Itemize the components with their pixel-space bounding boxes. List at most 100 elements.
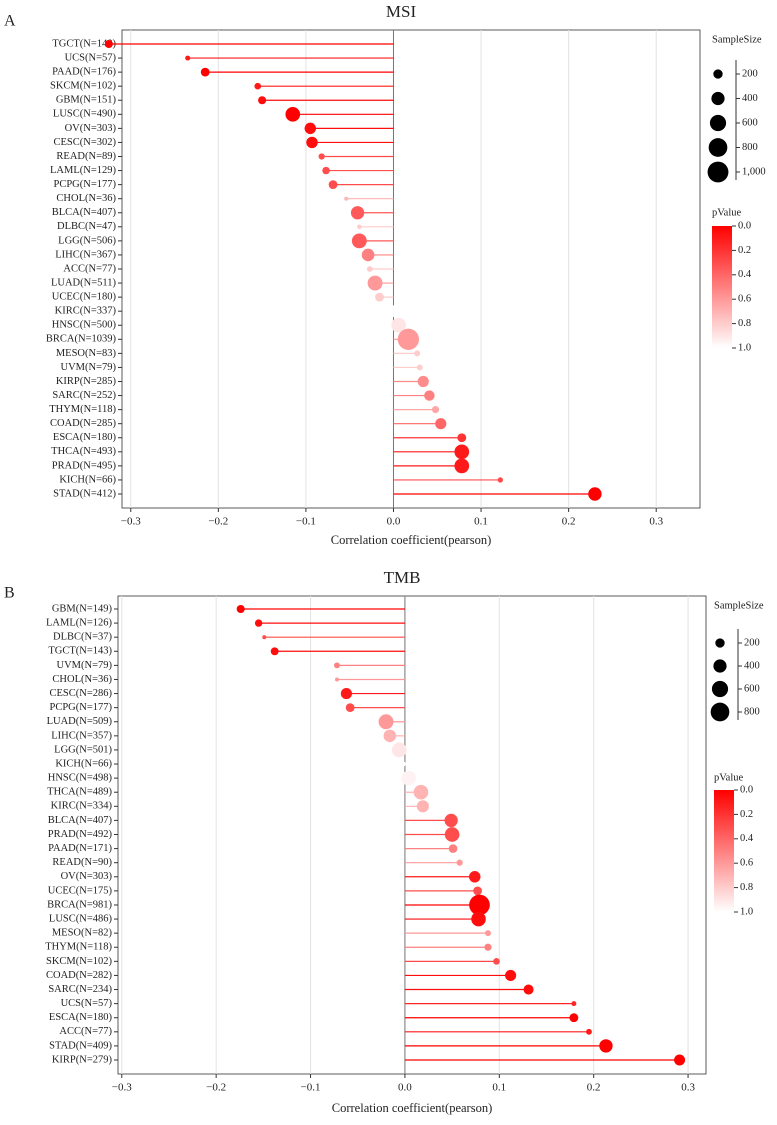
y-tick-label: KICH(N=66): [59, 474, 116, 485]
y-tick-label: UVM(N=79): [57, 660, 113, 671]
y-tick-label: PRAD(N=495): [52, 460, 117, 471]
y-tick-label: DLBC(N=47): [57, 221, 117, 232]
dot: [473, 886, 482, 896]
color-tick-label: 0.8: [740, 882, 753, 893]
y-tick-label: LUAD(N=509): [47, 716, 113, 727]
y-tick-label: OV(N=303): [61, 871, 113, 882]
dot: [469, 894, 490, 916]
dot: [367, 275, 383, 291]
y-tick-label: READ(N=90): [52, 857, 112, 868]
dot: [383, 729, 397, 743]
dot: [397, 328, 420, 350]
dot: [454, 458, 470, 474]
dot: [185, 55, 191, 61]
y-tick-label: KICH(N=66): [55, 758, 112, 769]
plot-frame: [121, 29, 701, 509]
size-legend-dot: [709, 114, 727, 132]
dot: [456, 859, 463, 866]
dot: [416, 364, 423, 371]
y-tick-label: COAD(N=285): [50, 418, 117, 429]
y-tick-label: THCA(N=489): [47, 787, 112, 798]
color-legend-title: pValue: [712, 207, 741, 218]
y-tick-label: UCS(N=57): [61, 998, 113, 1009]
y-tick-label: ACC(N=77): [63, 263, 116, 274]
size-legend-title: SampleSize: [712, 34, 762, 45]
dot: [424, 390, 435, 401]
y-tick-label: BLCA(N=407): [48, 815, 113, 826]
dot: [523, 984, 534, 995]
color-bar: [714, 790, 734, 912]
dot: [254, 619, 263, 627]
y-tick-label: SKCM(N=102): [46, 956, 113, 967]
color-tick-label: 0.4: [740, 833, 754, 844]
y-tick-label: LUSC(N=486): [49, 913, 113, 924]
size-legend-dot: [711, 91, 725, 106]
dot: [200, 67, 210, 77]
y-tick-label: HNSC(N=498): [48, 773, 113, 784]
dot: [345, 703, 355, 713]
y-tick-label: KIRP(N=285): [56, 376, 117, 387]
color-tick-label: 0.0: [738, 220, 751, 231]
size-legend-dot: [710, 702, 730, 722]
x-tick-label: 0.2: [562, 516, 576, 528]
y-tick-label: PAAD(N=176): [52, 67, 116, 78]
dot: [401, 770, 417, 786]
x-axis-label: Correlation coefficient(pearson): [332, 1101, 492, 1115]
dot: [318, 153, 325, 160]
dot: [270, 647, 279, 656]
dot: [391, 742, 407, 758]
dot: [599, 1039, 613, 1053]
y-tick-label: PCPG(N=177): [49, 702, 112, 713]
dot: [262, 635, 267, 640]
dot: [340, 687, 352, 700]
y-tick-label: UVM(N=79): [61, 362, 117, 373]
chart-title: TMB: [384, 568, 421, 587]
x-tick-label: 0.2: [587, 1082, 601, 1094]
y-tick-label: PCPG(N=177): [53, 179, 116, 190]
y-tick-label: PRAD(N=492): [48, 829, 113, 840]
dot: [497, 477, 504, 483]
color-tick-label: 0.2: [740, 809, 753, 820]
x-tick-label: −0.3: [112, 1082, 132, 1094]
dot: [586, 1028, 592, 1035]
y-tick-label: BRCA(N=981): [47, 899, 112, 910]
size-tick-label: 1,000: [742, 166, 766, 177]
dot: [357, 224, 362, 230]
color-legend-title: pValue: [714, 772, 743, 783]
size-tick-label: 600: [742, 117, 758, 128]
y-tick-label: GBM(N=149): [52, 603, 113, 614]
dot: [361, 248, 375, 262]
size-tick-label: 800: [742, 142, 758, 153]
size-legend-dot: [708, 138, 728, 157]
color-tick-label: 0.6: [738, 294, 751, 305]
color-bar: [712, 226, 732, 348]
size-legend-dot: [715, 638, 725, 648]
y-tick-label: THYM(N=118): [49, 404, 116, 415]
x-tick-label: 0.3: [681, 1082, 695, 1094]
dot: [414, 350, 421, 357]
y-tick-label: SARC(N=252): [52, 390, 116, 401]
y-tick-label: ACC(N=77): [59, 1026, 112, 1037]
y-tick-label: STAD(N=412): [53, 488, 116, 499]
size-tick-label: 400: [744, 660, 760, 671]
x-tick-label: −0.2: [208, 516, 228, 528]
y-tick-label: LAML(N=129): [50, 165, 116, 176]
dot: [391, 317, 407, 333]
dot: [444, 827, 460, 842]
x-tick-label: −0.1: [296, 516, 316, 528]
y-tick-label: CESC(N=302): [53, 137, 116, 148]
dot: [484, 930, 491, 937]
dot: [375, 292, 384, 302]
size-legend-dot: [713, 659, 727, 673]
y-tick-label: LUSC(N=490): [53, 109, 117, 120]
dot: [334, 677, 339, 682]
y-tick-label: TGCT(N=143): [48, 646, 112, 657]
dot: [469, 871, 481, 883]
y-tick-label: KIRC(N=334): [51, 801, 113, 812]
color-tick-label: 0.4: [738, 269, 752, 280]
size-tick-label: 200: [742, 68, 758, 79]
dot: [674, 1054, 686, 1066]
size-legend-dot: [713, 69, 723, 79]
